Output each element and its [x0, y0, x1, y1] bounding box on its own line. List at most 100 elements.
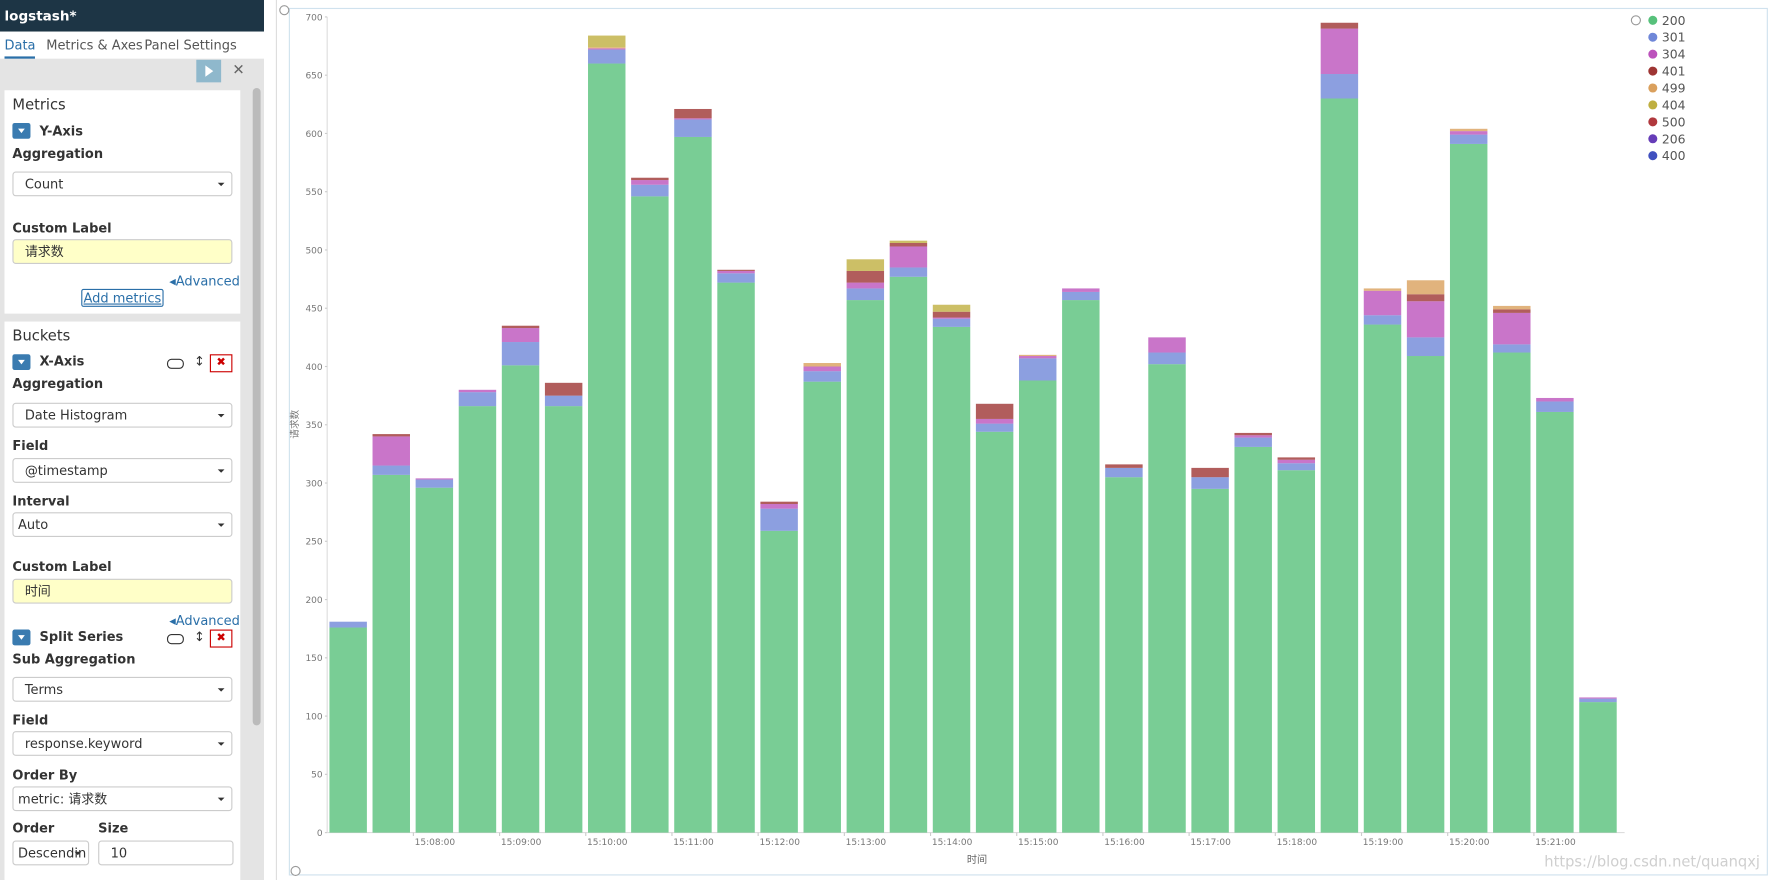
y-tick-label: 350 [305, 421, 322, 431]
bar-segment [1579, 698, 1617, 703]
bar-segment [415, 479, 454, 488]
bar-segment [1320, 28, 1359, 75]
field-label: Interval [12, 493, 70, 509]
bar-segment [1062, 288, 1100, 292]
field-label: Sub Aggregation [12, 650, 136, 667]
apply-button[interactable] [196, 59, 222, 83]
text-input[interactable]: 10 [98, 840, 234, 866]
bar-segment [975, 423, 1014, 432]
y-tick-label: 650 [305, 72, 322, 82]
bar-segment [588, 47, 626, 49]
input-value: 时间 [24, 583, 51, 600]
expand-button[interactable] [12, 354, 31, 371]
bar-segment [372, 436, 410, 466]
bar-segment [674, 119, 712, 137]
legend-swatch [1648, 117, 1658, 127]
select[interactable]: Date Histogram [12, 402, 233, 428]
x-tick-label: 15:08:00 [415, 838, 456, 848]
expand-button[interactable] [12, 629, 31, 646]
select-value: metric: 请求数 [18, 790, 108, 807]
bar-segment [803, 381, 841, 833]
bar-segment [889, 246, 928, 268]
select[interactable]: Count [12, 171, 233, 197]
expand-button[interactable] [12, 122, 31, 139]
collapse-icon[interactable] [279, 5, 290, 16]
tab[interactable]: Metrics & Axes [46, 37, 143, 54]
toggle-icon[interactable] [166, 358, 184, 369]
x-tick-label: 15:16:00 [1104, 838, 1145, 848]
add-metrics-button[interactable]: Add metrics [81, 288, 164, 307]
bar-segment [1449, 131, 1488, 135]
bar-segment [760, 504, 798, 509]
bar-segment [760, 501, 798, 505]
bar-segment [415, 478, 454, 480]
legend-label: 301 [1662, 30, 1686, 45]
bar-segment [631, 184, 669, 197]
bar-segment [975, 418, 1014, 424]
bar-segment [588, 63, 626, 833]
legend-swatch [1648, 151, 1658, 161]
bar-segment [1579, 697, 1617, 699]
advanced-link[interactable]: ◂Advanced [169, 273, 240, 289]
watermark: https://blog.csdn.net/quanqxj [1544, 853, 1760, 870]
x-tick-label: 15:19:00 [1363, 838, 1404, 848]
legend-swatch [1648, 83, 1658, 93]
remove-button[interactable]: ✖ [209, 354, 233, 373]
select[interactable]: metric: 请求数 [12, 786, 233, 812]
sidebar: logstash* Data Metrics & Axes Panel Sett… [0, 0, 264, 880]
x-tick-label: 15:15:00 [1018, 838, 1059, 848]
y-tick-label: 0 [317, 829, 323, 839]
bar-segment [1320, 22, 1359, 29]
bar-segment [501, 328, 540, 343]
legend-label: 499 [1662, 81, 1686, 96]
text-input[interactable]: 时间 [12, 578, 233, 604]
x-tick-label: 15:10:00 [587, 838, 628, 848]
discard-button[interactable]: ✕ [232, 62, 245, 79]
y-tick-label: 300 [305, 479, 322, 489]
tab-bar [0, 31, 264, 59]
link-text: Advanced [175, 273, 240, 289]
bar-segment [717, 282, 755, 833]
bar-segment [372, 465, 410, 475]
y-tick-label: 450 [305, 305, 322, 315]
x-tick-label: 15:20:00 [1449, 838, 1490, 848]
x-tick-label: 15:09:00 [501, 838, 542, 848]
tab[interactable]: Data [4, 37, 36, 59]
field-label: Size [98, 820, 129, 836]
reorder-icon[interactable]: ↕ [194, 628, 205, 645]
bar-segment [717, 273, 755, 283]
remove-button[interactable]: ✖ [209, 629, 233, 648]
bar-segment [1536, 397, 1574, 402]
bar-segment [846, 259, 885, 271]
select[interactable]: Descendin [12, 840, 90, 866]
select[interactable]: @timestamp [12, 458, 233, 483]
legend-swatch [1648, 32, 1658, 42]
bar-segment [1105, 464, 1143, 468]
x-tick-label: 15:21:00 [1535, 838, 1576, 848]
reorder-icon[interactable]: ↕ [194, 353, 205, 369]
legend-label: 401 [1662, 64, 1686, 79]
legend-label: 206 [1662, 131, 1686, 146]
chart-frame [288, 7, 1768, 876]
select[interactable]: Terms [12, 676, 233, 702]
bar-segment [889, 240, 928, 243]
tab[interactable]: Panel Settings [144, 37, 237, 54]
advanced-link[interactable]: ◂Advanced [169, 612, 240, 629]
bar-segment [1493, 305, 1531, 310]
bar-segment [588, 49, 626, 64]
text-input[interactable]: 请求数 [12, 239, 233, 264]
bar-segment [1363, 290, 1402, 316]
bar-segment [1062, 291, 1100, 301]
toggle-icon[interactable] [166, 634, 184, 645]
scrollbar[interactable] [252, 87, 261, 726]
legend-toggle[interactable] [1630, 15, 1641, 26]
select[interactable]: Auto [12, 512, 233, 538]
bar-segment [544, 406, 583, 833]
bar-segment [1363, 324, 1402, 833]
x-tick-label: 15:13:00 [846, 838, 887, 848]
select[interactable]: response.keyword [12, 731, 233, 756]
x-tick-label: 15:18:00 [1277, 838, 1318, 848]
collapse-icon[interactable] [290, 865, 301, 877]
bar-segment [803, 363, 841, 367]
bar-segment [544, 382, 583, 396]
